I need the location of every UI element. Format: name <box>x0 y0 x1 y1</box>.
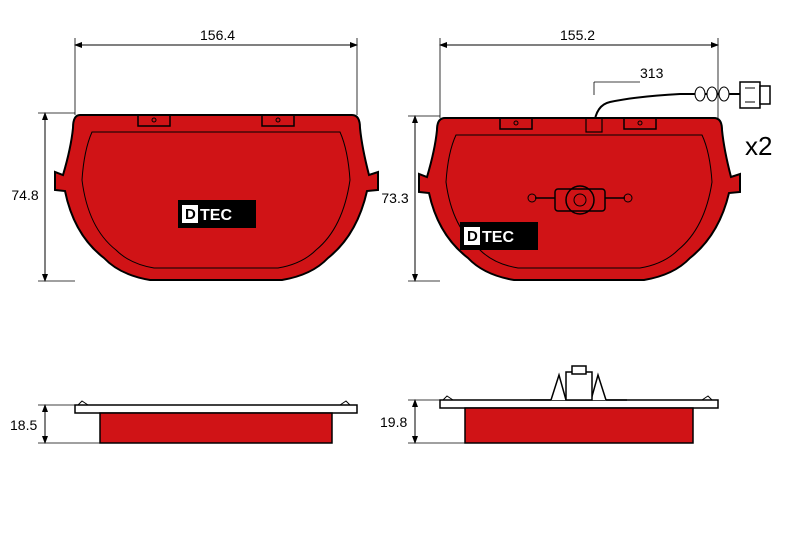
logo-text: TEC <box>482 229 514 246</box>
dim-label-right-height: 73.3 <box>381 190 408 206</box>
drawing-svg: 156.4 74.8 D TEC 18.5 <box>0 0 800 533</box>
brand-logo-left: D TEC <box>178 200 256 228</box>
svg-text:D: D <box>467 228 478 245</box>
left-pad-face <box>55 115 378 280</box>
quantity-label: x2 <box>745 131 772 161</box>
dim-label-sensor: 313 <box>640 65 664 81</box>
left-pad-side <box>75 401 357 443</box>
dim-label-left-height: 74.8 <box>11 187 38 203</box>
dim-label-left-thick: 18.5 <box>10 417 37 433</box>
logo-text: TEC <box>200 207 232 224</box>
dim-label-right-thick: 19.8 <box>380 414 407 430</box>
brand-logo-right: D TEC <box>460 222 538 250</box>
dim-label-right-width: 155.2 <box>560 27 595 43</box>
svg-text:D: D <box>185 206 196 223</box>
technical-drawing: 156.4 74.8 D TEC 18.5 <box>0 0 800 533</box>
right-pad-side <box>440 366 718 443</box>
right-pad-face <box>419 118 740 280</box>
dim-label-left-width: 156.4 <box>200 27 235 43</box>
